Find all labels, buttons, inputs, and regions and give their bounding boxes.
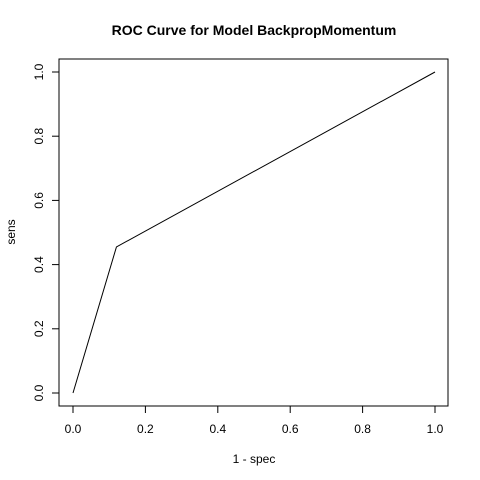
y-tick-label: 0.4 <box>32 256 46 273</box>
x-tick-label: 0.6 <box>282 422 299 436</box>
y-axis: 0.0 0.2 0.4 0.6 0.8 1.0 <box>32 63 60 401</box>
plot-frame <box>58 58 449 407</box>
x-tick-label: 0.8 <box>354 422 371 436</box>
y-tick-label: 0.2 <box>32 320 46 337</box>
x-axis-label: 1 - spec <box>233 452 276 466</box>
x-axis: 0.0 0.2 0.4 0.6 0.8 1.0 <box>65 405 444 436</box>
x-tick-label: 0.0 <box>65 422 82 436</box>
roc-curve-line <box>72 71 436 394</box>
y-axis-label: sens <box>4 219 18 244</box>
chart-title: ROC Curve for Model BackpropMomentum <box>112 22 397 38</box>
x-tick-label: 0.4 <box>209 422 226 436</box>
x-tick-label: 0.2 <box>137 422 154 436</box>
y-tick-label: 1.0 <box>32 63 46 80</box>
x-tick-label: 1.0 <box>427 422 444 436</box>
y-tick-label: 0.0 <box>32 384 46 401</box>
y-tick-label: 0.8 <box>32 128 46 145</box>
y-tick-label: 0.6 <box>32 192 46 209</box>
series-group <box>72 71 436 394</box>
